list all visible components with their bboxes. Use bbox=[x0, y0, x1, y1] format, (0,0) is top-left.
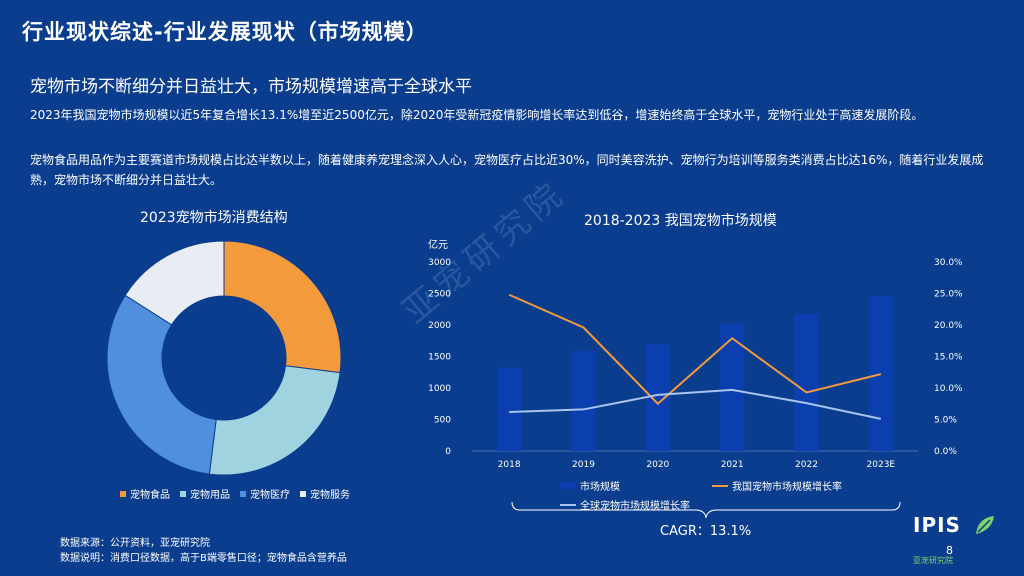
ipis-logo: IPIS bbox=[913, 513, 961, 537]
data-source-note: 数据来源：公开资料，亚宠研究院 bbox=[60, 538, 210, 549]
bar-2018 bbox=[497, 367, 522, 451]
pie-legend: 宠物食品 宠物用品 宠物医疗 宠物服务 bbox=[120, 486, 350, 501]
china-growth-line bbox=[508, 293, 882, 406]
pie-slice-2 bbox=[208, 365, 341, 476]
y2-tick-label: 20.0% bbox=[934, 321, 963, 331]
x-tick-label: 2020 bbox=[646, 460, 669, 470]
pie-legend-label: 宠物服务 bbox=[310, 490, 350, 501]
pie-legend-item: 宠物服务 bbox=[300, 486, 350, 501]
bar-2019 bbox=[571, 350, 596, 451]
logo-leaf-icon bbox=[976, 516, 994, 534]
watermark: 亚宠研究院 bbox=[395, 172, 575, 332]
legend-market-size: 市场规模 bbox=[560, 478, 620, 493]
bar-2021 bbox=[720, 323, 745, 451]
orange-line-swatch bbox=[712, 484, 728, 487]
bar-chart-title: 2018-2023 我国宠物市场规模 bbox=[584, 213, 777, 229]
y2-tick-label: 15.0% bbox=[934, 353, 963, 363]
legend-swatch bbox=[180, 490, 186, 497]
pie-slice-4 bbox=[124, 240, 225, 326]
y-tick-label: 500 bbox=[434, 416, 451, 426]
x-tick-label: 2021 bbox=[721, 460, 744, 470]
x-tick-label: 2019 bbox=[572, 460, 595, 470]
x-tick-label: 2022 bbox=[795, 460, 818, 470]
slide-title: 行业现状综述-行业发展现状（市场规模） bbox=[22, 20, 428, 44]
data-description-note: 数据说明：消费口径数据，高于B端零售口径；宠物食品含营养品 bbox=[60, 553, 347, 564]
pie-legend-item: 宠物用品 bbox=[180, 486, 230, 501]
global-growth-line bbox=[509, 388, 882, 420]
bar-2022 bbox=[794, 314, 819, 451]
ipis-logo-subtext: 亚宠研究院 bbox=[913, 556, 953, 565]
legend-market-size-label: 市场规模 bbox=[580, 482, 620, 493]
summary-paragraph-2: 宠物食品用品作为主要赛道市场规模占比达半数以上，随着健康养宠理念深入人心，宠物医… bbox=[30, 153, 984, 187]
light-line-swatch bbox=[560, 503, 576, 506]
legend-swatch bbox=[240, 490, 246, 497]
pie-legend-label: 宠物食品 bbox=[130, 490, 170, 501]
cagr-label: CAGR：13.1% bbox=[660, 524, 752, 539]
pie-legend-item: 宠物医疗 bbox=[240, 486, 290, 501]
y2-tick-label: 25.0% bbox=[934, 290, 963, 300]
pie-legend-item: 宠物食品 bbox=[120, 486, 170, 501]
legend-china-growth: 我国宠物市场规模增长率 bbox=[712, 478, 842, 493]
y-tick-label: 1000 bbox=[428, 384, 451, 394]
bar-2023E bbox=[868, 296, 893, 451]
legend-global-growth-label: 全球宠物市场规模增长率 bbox=[580, 501, 690, 512]
y-tick-label: 1500 bbox=[428, 353, 451, 363]
page-number: 8 bbox=[946, 544, 953, 557]
y2-tick-label: 10.0% bbox=[934, 384, 963, 394]
x-tick-label: 2023E bbox=[867, 460, 896, 470]
pie-slice-3 bbox=[106, 294, 217, 475]
x-tick-label: 2018 bbox=[498, 460, 521, 470]
pie-legend-label: 宠物医疗 bbox=[250, 490, 290, 501]
slide-subtitle: 宠物市场不断细分并日益壮大，市场规模增速高于全球水平 bbox=[30, 77, 472, 97]
y2-tick-label: 5.0% bbox=[934, 416, 957, 426]
y2-tick-label: 0.0% bbox=[934, 447, 957, 457]
pie-legend-label: 宠物用品 bbox=[190, 490, 230, 501]
legend-swatch bbox=[120, 490, 126, 497]
y-tick-label: 0 bbox=[445, 447, 451, 457]
legend-swatch bbox=[300, 490, 306, 497]
bar-2020 bbox=[645, 344, 670, 451]
summary-paragraph-1: 2023年我国宠物市场规模以近5年复合增长13.1%增至近2500亿元，除202… bbox=[30, 108, 924, 122]
pie-slice-1 bbox=[223, 240, 342, 374]
cagr-bracket bbox=[511, 501, 901, 519]
legend-china-growth-label: 我国宠物市场规模增长率 bbox=[732, 482, 842, 493]
pie-chart-title: 2023宠物市场消费结构 bbox=[140, 210, 288, 226]
legend-global-growth: 全球宠物市场规模增长率 bbox=[560, 497, 690, 512]
bar-swatch bbox=[560, 482, 576, 489]
y2-tick-label: 30.0% bbox=[934, 258, 963, 268]
